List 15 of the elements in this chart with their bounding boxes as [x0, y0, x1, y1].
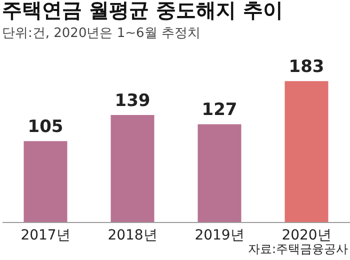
- text: 자료:주택금융공사: [248, 242, 348, 258]
- x-tick-label: 2019년: [194, 228, 244, 244]
- bar: [198, 124, 242, 222]
- x-tick-label: 2017년: [20, 228, 70, 244]
- data-label: 139: [114, 90, 150, 111]
- bar: [284, 81, 328, 222]
- data-label: 105: [28, 117, 64, 138]
- x-tick-label: 2020년: [282, 228, 332, 244]
- bar: [24, 141, 68, 222]
- bar: [110, 114, 154, 222]
- chart-subtitle: 단위:건, 2020년은 1~6월 추정치: [2, 26, 200, 42]
- data-label: 127: [202, 100, 238, 120]
- data-label: 183: [288, 57, 324, 78]
- x-tick-label: 2018년: [108, 228, 158, 244]
- chart-title: 주택연금 월평균 중도해지 추이: [2, 0, 283, 22]
